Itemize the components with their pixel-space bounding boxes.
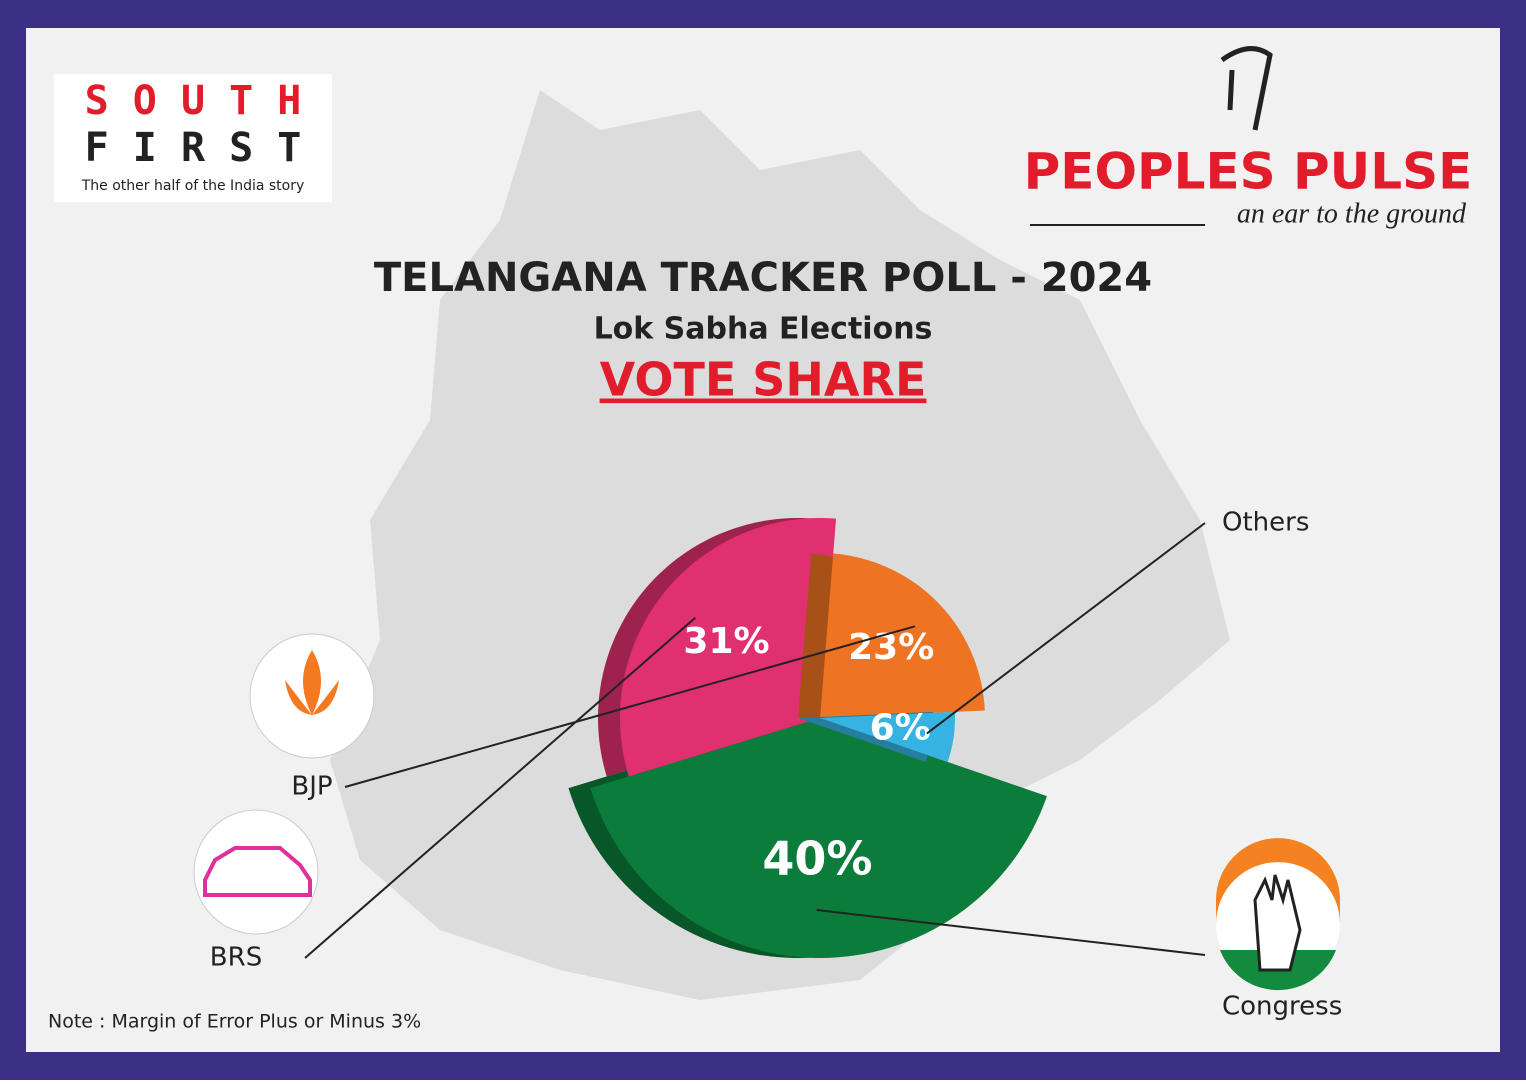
pie: 40% 31% 23% 6% (304, 518, 1206, 959)
chart-title: TELANGANA TRACKER POLL - 2024 (374, 255, 1152, 301)
leader-line (304, 616, 696, 959)
chart-heading: VOTE SHARE (600, 353, 927, 407)
leader-line (344, 625, 916, 788)
pulse-name: PEOPLES PULSE (1024, 143, 1473, 201)
chart-subtitle: Lok Sabha Elections (594, 312, 933, 347)
logo-tagline: The other half of the India story (81, 178, 305, 194)
pulse-tagline: an ear to the ground (1237, 198, 1467, 229)
leader-line (926, 522, 1206, 735)
slice (820, 711, 955, 762)
brs-symbol (193, 809, 319, 935)
slice (620, 518, 837, 777)
category-label: BJP (291, 772, 332, 802)
lotus (285, 650, 339, 715)
logo-line1: S O U T H (85, 78, 302, 124)
south-first-logo (54, 74, 332, 202)
value-label: 31% (683, 621, 769, 662)
car (203, 846, 312, 897)
value-label: 6% (870, 708, 931, 749)
pulse-icon (1220, 46, 1273, 131)
category-label: Others (1222, 508, 1309, 538)
slice (590, 718, 1047, 958)
hand (1253, 874, 1302, 972)
leader-line (816, 908, 1206, 956)
logo-line2: F I R S T (85, 125, 302, 171)
slice (820, 553, 985, 718)
saffron (1216, 838, 1340, 924)
value-label: 23% (848, 627, 934, 668)
category-label: Congress (1222, 992, 1342, 1022)
note: Note : Margin of Error Plus or Minus 3% (48, 1011, 421, 1033)
value-label: 40% (762, 831, 872, 885)
category-label: BRS (210, 943, 262, 973)
